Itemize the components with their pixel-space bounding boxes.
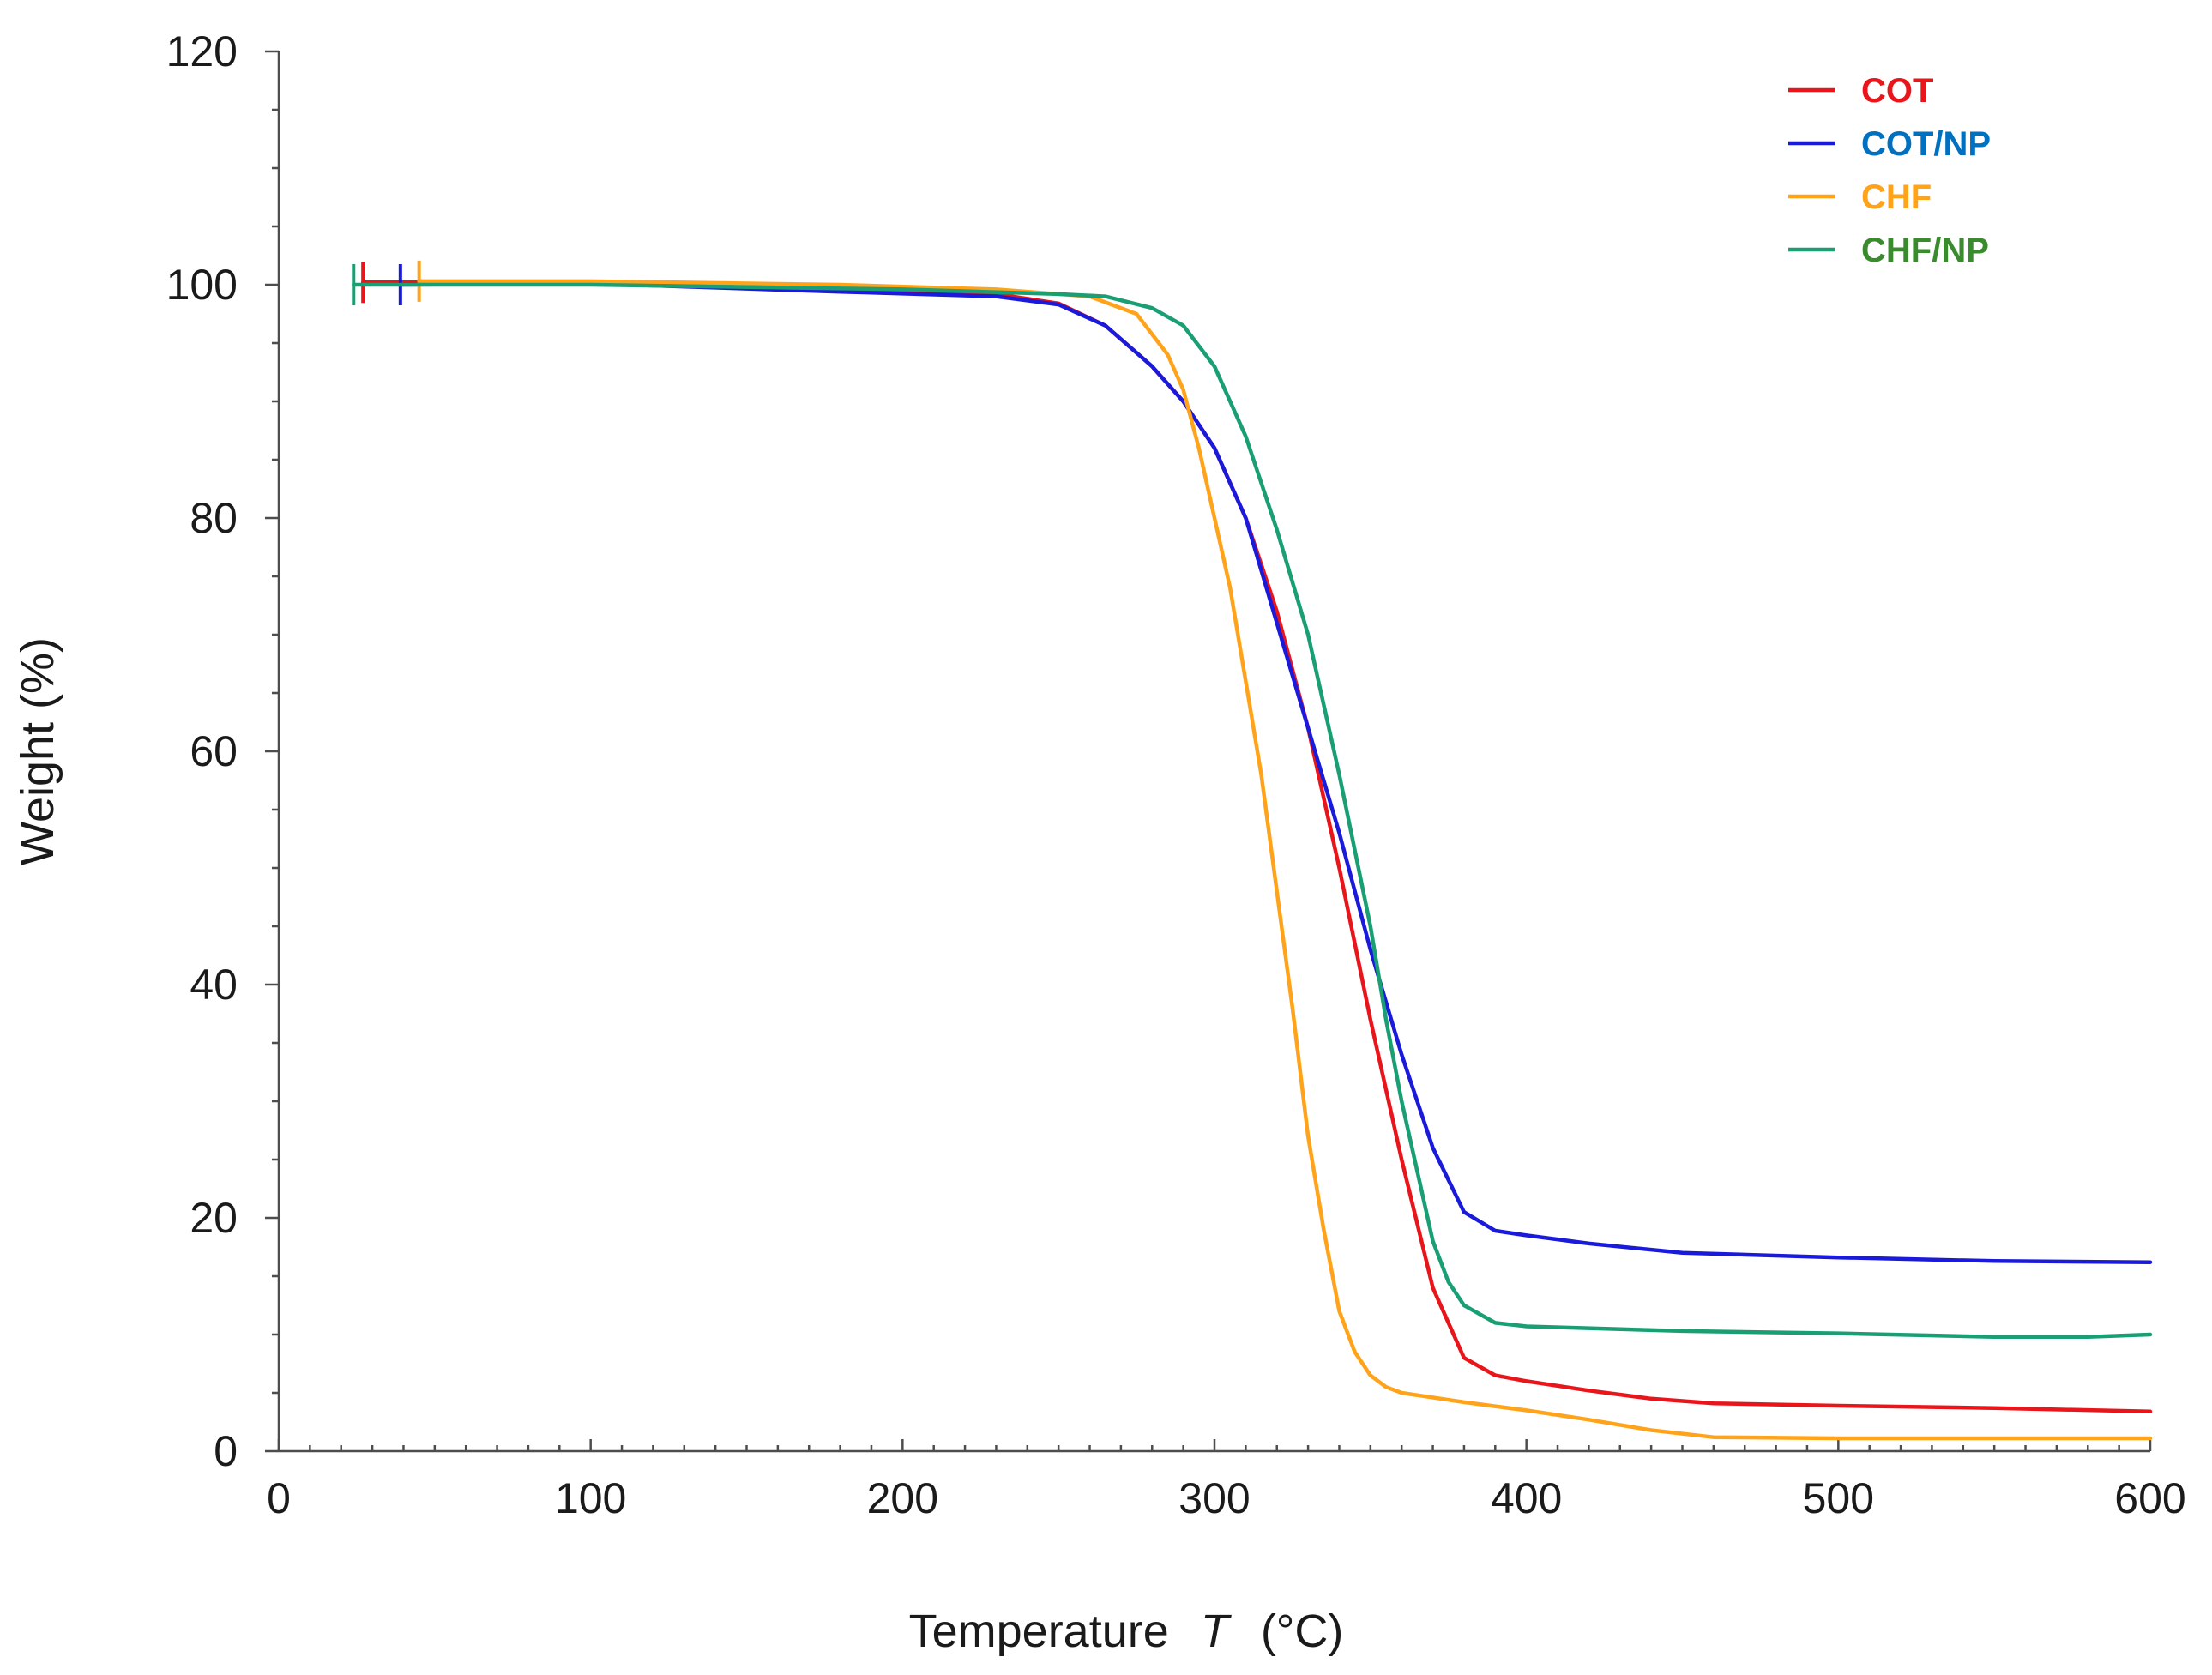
legend-label: COT bbox=[1861, 72, 1933, 110]
legend-label: CHF bbox=[1861, 178, 1932, 216]
x-tick-label: 200 bbox=[867, 1474, 938, 1522]
x-axis-title: Temperature T (°C) bbox=[909, 1606, 1344, 1657]
x-tick-label: 300 bbox=[1178, 1474, 1250, 1522]
x-tick-label: 0 bbox=[267, 1474, 291, 1522]
axes: 0 100 200 300 400 500 600 0 20 40 60 80 100 120 bbox=[166, 27, 2186, 1522]
y-tick-label: 60 bbox=[190, 727, 238, 775]
series-cot-np bbox=[398, 264, 2153, 1264]
legend-item: CHF bbox=[1788, 178, 1932, 216]
series-line bbox=[360, 280, 2153, 1414]
x-tick-labels: 0 100 200 300 400 500 600 bbox=[267, 1474, 2186, 1522]
legend-item: COT bbox=[1788, 72, 1933, 110]
y-tick-label: 20 bbox=[190, 1194, 238, 1242]
legend-item: CHF/NP bbox=[1788, 232, 1989, 269]
x-axis-title-unit: (°C) bbox=[1261, 1606, 1344, 1657]
series-chf bbox=[417, 260, 2153, 1441]
series-line bbox=[417, 279, 2153, 1441]
series-line bbox=[352, 282, 2153, 1339]
y-tick-label: 80 bbox=[190, 494, 238, 542]
y-tick-labels: 0 20 40 60 80 100 120 bbox=[166, 27, 238, 1475]
series-line bbox=[398, 281, 2153, 1264]
x-axis-title-symbol: T bbox=[1201, 1606, 1233, 1657]
y-tick-label: 100 bbox=[166, 261, 238, 309]
legend-label: CHF/NP bbox=[1861, 232, 1989, 269]
x-ticks bbox=[277, 1439, 2152, 1451]
plot-series bbox=[352, 260, 2153, 1441]
series-cot bbox=[360, 262, 2153, 1414]
x-tick-label: 400 bbox=[1491, 1474, 1562, 1522]
y-tick-label: 40 bbox=[190, 961, 238, 1009]
legend-label: COT/NP bbox=[1861, 125, 1991, 163]
y-tick-label: 120 bbox=[166, 27, 238, 75]
x-tick-label: 500 bbox=[1803, 1474, 1874, 1522]
x-tick-label: 600 bbox=[2114, 1474, 2185, 1522]
legend: COT COT/NP CHF CHF/NP bbox=[1788, 72, 1991, 269]
x-axis-title-prefix: Temperature bbox=[909, 1606, 1169, 1657]
x-tick-label: 100 bbox=[555, 1474, 626, 1522]
legend-item: COT/NP bbox=[1788, 125, 1991, 163]
y-axis-title: Weight (%) bbox=[12, 637, 63, 865]
series-chf-np bbox=[352, 264, 2153, 1339]
y-tick-label: 0 bbox=[214, 1427, 238, 1475]
y-ticks bbox=[265, 50, 279, 1453]
